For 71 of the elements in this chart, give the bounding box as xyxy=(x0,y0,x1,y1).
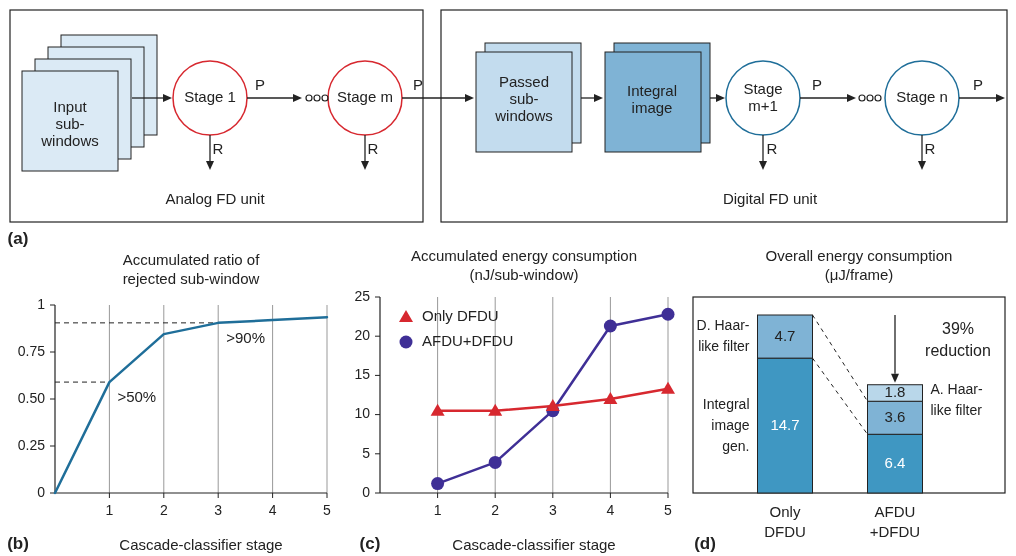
y-tick-label: 0 xyxy=(362,483,371,500)
series-label: Integral image gen. xyxy=(702,395,750,454)
text: Digital FD unit xyxy=(722,189,818,207)
text: R xyxy=(924,139,936,157)
text: R xyxy=(212,139,224,157)
point xyxy=(603,319,617,333)
y-tick-label: 25 xyxy=(354,287,371,304)
text: Stage 1 xyxy=(184,87,236,105)
point xyxy=(661,381,675,394)
text: Input sub-windows xyxy=(40,97,99,149)
x-tick-label: 1 xyxy=(433,502,442,518)
y-tick-label: 10 xyxy=(354,405,371,422)
text: R xyxy=(766,139,778,157)
text: Passed sub-windows xyxy=(494,72,553,124)
data-label: 6.4 xyxy=(884,453,906,471)
text: P xyxy=(412,75,424,93)
text: P xyxy=(972,75,984,93)
x-tick-label: 5 xyxy=(664,502,673,518)
x-tick-label: 5 xyxy=(323,502,332,518)
point xyxy=(430,403,445,416)
y-tick-label: 5 xyxy=(362,444,371,461)
x-tick-label: 4 xyxy=(606,502,615,518)
point xyxy=(661,307,675,321)
legend-label: AFDU+DFDU xyxy=(422,331,514,349)
x-axis-title: Cascade-classifier stage xyxy=(452,535,616,553)
point xyxy=(488,455,502,469)
data-label: 1.8 xyxy=(884,382,906,400)
chart-title: Accumulated ratio of rejected sub-window xyxy=(122,250,261,287)
text: (b) xyxy=(7,534,29,554)
text: Stage m xyxy=(337,87,393,105)
text: Stage m+1 xyxy=(743,79,783,114)
text: P xyxy=(254,75,266,93)
point xyxy=(488,403,503,416)
data-label: 14.7 xyxy=(770,415,800,433)
y-tick-label: 20 xyxy=(354,326,371,343)
series-label: A. Haar-like filter xyxy=(930,381,983,419)
x-tick-label: 2 xyxy=(491,502,500,518)
x-tick-label: Only DFDU xyxy=(764,502,806,540)
y-tick-label: 0.75 xyxy=(17,342,46,359)
point xyxy=(603,391,618,404)
point xyxy=(431,477,445,491)
annotation: >50% xyxy=(117,388,157,406)
text: Integral image xyxy=(626,81,678,116)
data-label: 3.6 xyxy=(884,407,906,425)
y-tick-label: 1 xyxy=(37,295,46,312)
chart-title: Accumulated energy consumption (nJ/sub-window) xyxy=(411,246,637,283)
x-tick-label: 3 xyxy=(214,502,223,518)
text: (d) xyxy=(694,534,716,554)
text: (c) xyxy=(359,534,381,554)
y-tick-label: 15 xyxy=(354,366,371,383)
text: R xyxy=(367,139,379,157)
legend-label: Only DFDU xyxy=(422,306,499,324)
text: Analog FD unit xyxy=(165,189,266,207)
annotation: >90% xyxy=(226,328,265,346)
x-tick-label: 4 xyxy=(268,502,277,518)
x-tick-label: 2 xyxy=(159,502,168,518)
y-tick-label: 0.50 xyxy=(17,389,46,406)
point xyxy=(545,398,560,411)
annotation: 39% reduction xyxy=(925,320,991,360)
y-tick-label: 0 xyxy=(37,483,46,500)
x-tick-label: 3 xyxy=(548,502,557,518)
text: P xyxy=(811,75,823,93)
data-label: 4.7 xyxy=(774,326,796,344)
x-tick-label: AFDU +DFDU xyxy=(869,502,921,540)
x-axis-title: Cascade-classifier stage xyxy=(119,535,283,553)
text: Stage n xyxy=(896,87,948,105)
x-tick-label: 1 xyxy=(105,502,114,518)
y-tick-label: 0.25 xyxy=(17,436,46,453)
text: (a) xyxy=(7,229,29,249)
chart-title: Overall energy consumption (μJ/frame) xyxy=(765,246,953,283)
series-label: D. Haar-like filter xyxy=(696,316,750,354)
